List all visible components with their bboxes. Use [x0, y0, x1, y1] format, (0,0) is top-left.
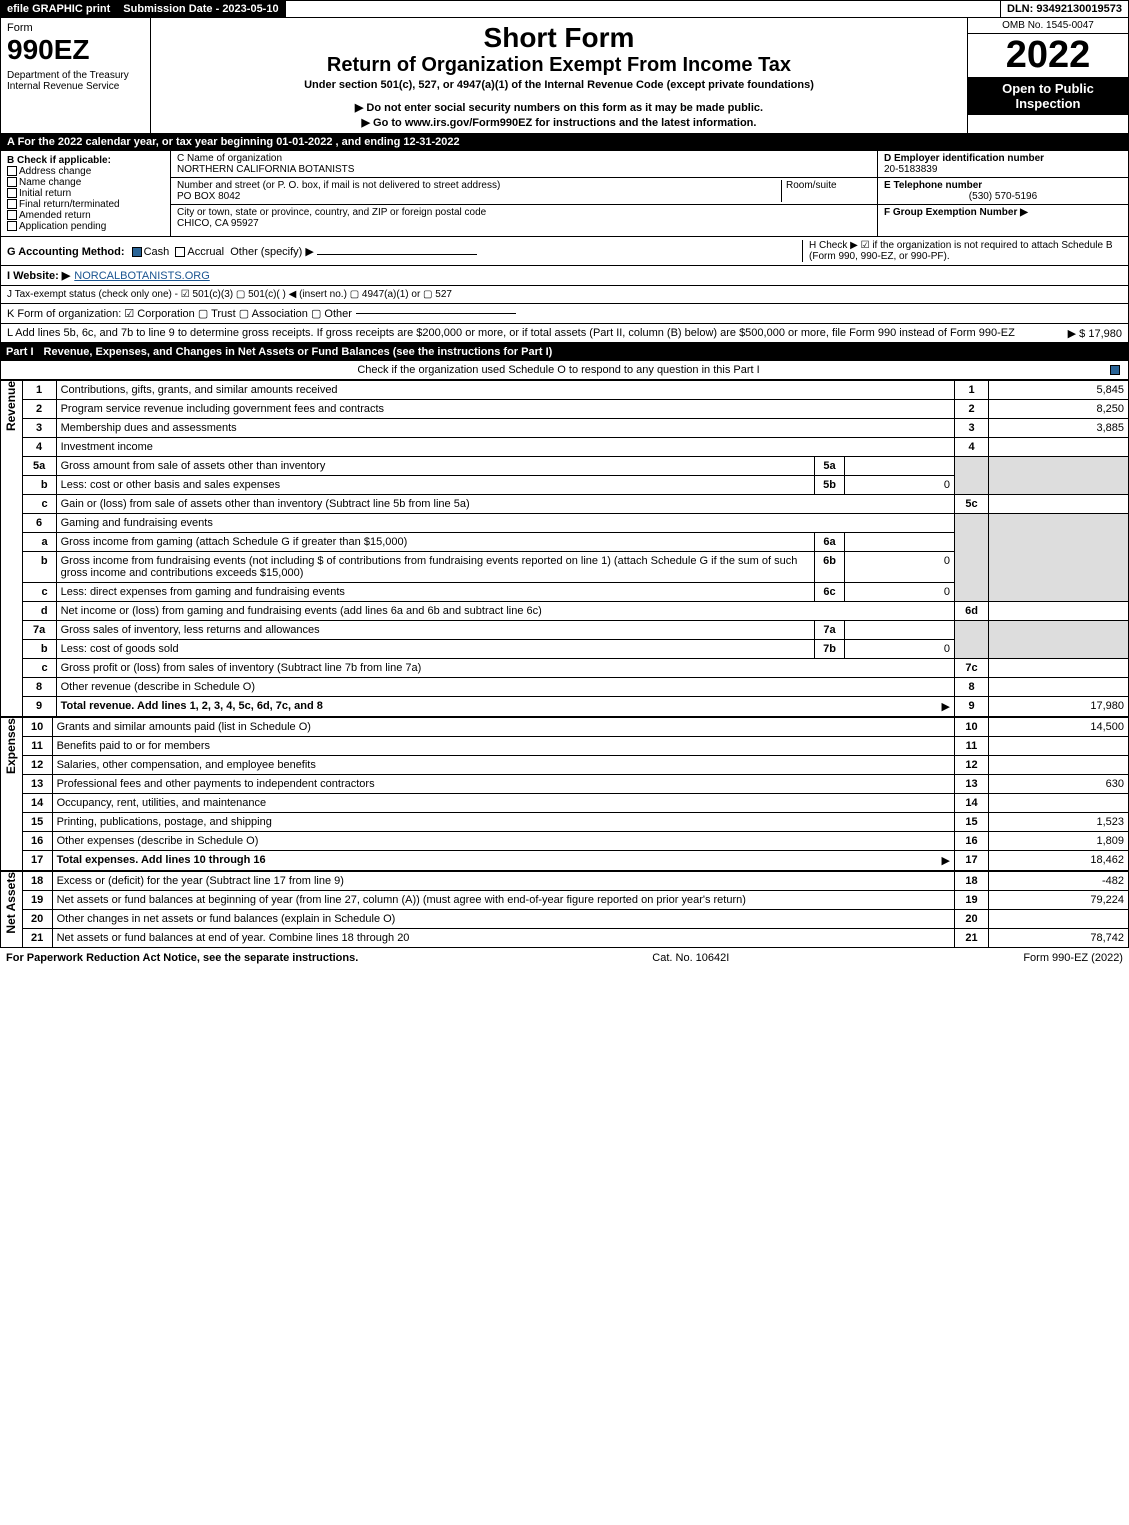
- website-link[interactable]: NORCALBOTANISTS.ORG: [74, 270, 209, 282]
- form-of-org: K Form of organization: ☑ Corporation ▢ …: [7, 307, 352, 320]
- dln: DLN: 93492130019573: [1001, 1, 1128, 17]
- column-b: B Check if applicable: Address change Na…: [1, 151, 171, 236]
- room-label: Room/suite: [781, 180, 871, 202]
- tax-year: 2022: [968, 34, 1128, 77]
- col-b-title: B Check if applicable:: [7, 155, 164, 166]
- city-label: City or town, state or province, country…: [177, 207, 871, 218]
- l-amount: ▶ $ 17,980: [1068, 327, 1122, 340]
- column-c: C Name of organization NORTHERN CALIFORN…: [171, 151, 878, 236]
- form-label: Form: [7, 22, 144, 34]
- tel-label: E Telephone number: [884, 180, 1122, 191]
- group-exemption-label: F Group Exemption Number ▶: [884, 207, 1122, 218]
- revenue-group: Revenue 1Contributions, gifts, grants, a…: [0, 380, 1129, 717]
- g-label: G Accounting Method:: [7, 246, 125, 258]
- title-block: Form 990EZ Department of the Treasury In…: [0, 18, 1129, 134]
- addr-label: Number and street (or P. O. box, if mail…: [177, 180, 781, 191]
- telephone: (530) 570-5196: [884, 191, 1122, 202]
- l-text: L Add lines 5b, 6c, and 7b to line 9 to …: [7, 327, 1015, 339]
- short-form-title: Short Form: [157, 22, 961, 54]
- footer-center: Cat. No. 10642I: [652, 952, 729, 964]
- tax-exempt-status: J Tax-exempt status (check only one) - ☑…: [7, 289, 452, 300]
- expenses-group: Expenses 10Grants and similar amounts pa…: [0, 717, 1129, 871]
- part1-header: Part I Revenue, Expenses, and Changes in…: [0, 343, 1129, 361]
- other-specify-input[interactable]: [317, 254, 477, 255]
- cb-pending[interactable]: Application pending: [7, 221, 164, 232]
- return-title: Return of Organization Exempt From Incom…: [157, 54, 961, 77]
- cb-accrual[interactable]: [175, 247, 185, 257]
- cb-final[interactable]: Final return/terminated: [7, 199, 164, 210]
- addr: PO BOX 8042: [177, 191, 781, 202]
- page-footer: For Paperwork Reduction Act Notice, see …: [0, 948, 1129, 968]
- city: CHICO, CA 95927: [177, 218, 871, 229]
- ein-label: D Employer identification number: [884, 153, 1122, 164]
- line-l: L Add lines 5b, 6c, and 7b to line 9 to …: [0, 324, 1129, 343]
- org-info-block: B Check if applicable: Address change Na…: [0, 151, 1129, 237]
- efile-label: efile GRAPHIC print: [1, 1, 117, 17]
- omb-number: OMB No. 1545-0047: [968, 18, 1128, 34]
- line-g-h: G Accounting Method: Cash Accrual Other …: [0, 237, 1129, 266]
- header-bar: efile GRAPHIC print Submission Date - 20…: [0, 0, 1129, 18]
- goto-link[interactable]: ▶ Go to www.irs.gov/Form990EZ for instru…: [157, 116, 961, 129]
- footer-right: Form 990-EZ (2022): [1023, 952, 1123, 964]
- line-k: K Form of organization: ☑ Corporation ▢ …: [0, 304, 1129, 324]
- department: Department of the Treasury Internal Reve…: [7, 70, 144, 92]
- ssn-warning: ▶ Do not enter social security numbers o…: [157, 101, 961, 114]
- line-i: I Website: ▶ NORCALBOTANISTS.ORG: [0, 266, 1129, 286]
- part1-check-row: Check if the organization used Schedule …: [0, 361, 1129, 380]
- org-name: NORTHERN CALIFORNIA BOTANISTS: [177, 164, 871, 175]
- website-label: I Website: ▶: [7, 269, 70, 282]
- part1-number: Part I: [6, 346, 44, 358]
- h-text: H Check ▶ ☑ if the organization is not r…: [802, 240, 1122, 262]
- cb-cash[interactable]: [132, 247, 142, 257]
- footer-left: For Paperwork Reduction Act Notice, see …: [6, 952, 358, 964]
- netassets-group: Net Assets 18Excess or (deficit) for the…: [0, 871, 1129, 948]
- submission-date: Submission Date - 2023-05-10: [117, 1, 285, 17]
- section-a: A For the 2022 calendar year, or tax yea…: [0, 134, 1129, 151]
- cb-address[interactable]: Address change: [7, 166, 164, 177]
- form-number: 990EZ: [7, 34, 144, 66]
- revenue-vlabel: Revenue: [0, 380, 22, 717]
- ein: 20-5183839: [884, 164, 1122, 175]
- line-j: J Tax-exempt status (check only one) - ☑…: [0, 286, 1129, 304]
- cb-initial[interactable]: Initial return: [7, 188, 164, 199]
- open-to-public: Open to Public Inspection: [968, 77, 1128, 115]
- cb-name[interactable]: Name change: [7, 177, 164, 188]
- cb-schedule-o[interactable]: [1110, 365, 1120, 375]
- expenses-vlabel: Expenses: [0, 717, 22, 871]
- cb-amended[interactable]: Amended return: [7, 210, 164, 221]
- netassets-vlabel: Net Assets: [0, 871, 22, 948]
- org-name-label: C Name of organization: [177, 153, 871, 164]
- under-section: Under section 501(c), 527, or 4947(a)(1)…: [157, 79, 961, 91]
- part1-check-text: Check if the organization used Schedule …: [7, 364, 1110, 376]
- column-d: D Employer identification number 20-5183…: [878, 151, 1128, 236]
- part1-title: Revenue, Expenses, and Changes in Net As…: [44, 346, 553, 358]
